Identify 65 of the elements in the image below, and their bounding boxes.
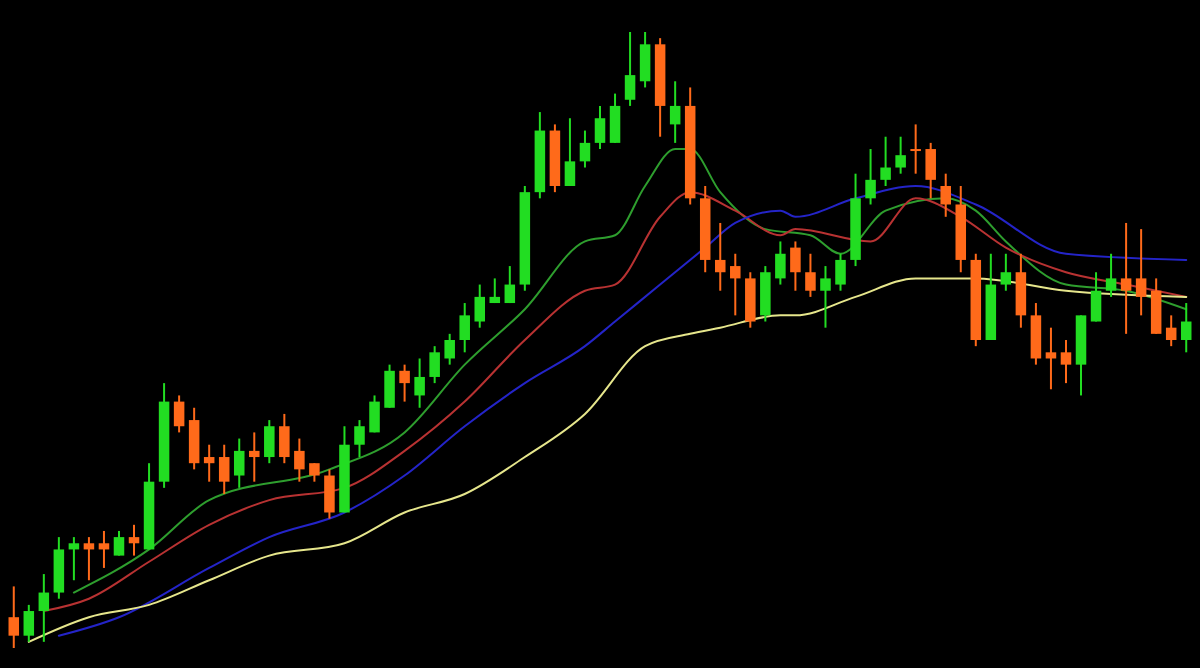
candlestick: [38, 573, 50, 643]
candlestick: [940, 172, 951, 218]
candlestick: [414, 357, 425, 409]
candlestick: [730, 252, 741, 317]
candlestick: [1165, 314, 1177, 348]
candlestick: [609, 92, 621, 144]
candlestick: [579, 129, 591, 169]
candlestick: [760, 265, 771, 323]
candlestick: [23, 603, 35, 643]
candlestick: [1150, 277, 1162, 335]
candlestick: [1120, 221, 1132, 335]
candlestick: [294, 437, 305, 483]
candlestick: [218, 443, 230, 495]
candlestick: [895, 135, 906, 175]
candlestick: [1030, 302, 1042, 366]
candlestick: [1090, 271, 1102, 323]
candlestick: [309, 462, 320, 483]
candlestick: [835, 252, 846, 292]
candlestick: [820, 265, 831, 329]
candlestick: [83, 536, 95, 582]
candlestick: [128, 523, 140, 557]
candlestick: [639, 31, 651, 89]
candlestick: [805, 252, 816, 298]
candlestick: [324, 468, 335, 520]
candlestick: [1060, 339, 1072, 385]
candlestick: [203, 443, 215, 483]
candlestick: [489, 277, 501, 305]
candlestick: [369, 394, 380, 434]
candlestick: [68, 536, 80, 582]
candlestick: [188, 406, 200, 471]
candlestick: [474, 283, 486, 329]
candlestick: [775, 240, 786, 286]
candlestick: [925, 141, 936, 200]
candlestick: [910, 123, 921, 175]
candlestick: [459, 302, 470, 354]
candlestick: [399, 363, 410, 403]
candlestick: [429, 345, 440, 385]
candlestick: [233, 437, 245, 489]
candlestick: [880, 135, 891, 187]
candlestick: [354, 419, 365, 459]
candlestick: [279, 412, 290, 465]
candlestick: [444, 332, 455, 366]
candlestick: [865, 148, 876, 206]
candlestick: [745, 271, 756, 329]
candlestick: [1045, 326, 1057, 391]
candlestick: [8, 585, 20, 649]
candlestick: [113, 529, 125, 557]
candlestick: [1015, 252, 1027, 329]
candlestick: [1105, 252, 1117, 298]
candlestick: [53, 536, 65, 600]
candlestick: [504, 265, 516, 305]
candlestick: [98, 529, 110, 569]
candlestick: [249, 431, 260, 483]
candlestick: [1180, 302, 1192, 354]
candlestick: [1000, 252, 1012, 292]
candlestick: [173, 394, 185, 434]
candlestick: [790, 240, 801, 292]
candlestick: [714, 221, 726, 292]
candlestick: [594, 104, 606, 151]
candlestick: [564, 117, 576, 187]
candlestick: [624, 31, 636, 107]
candlestick: [669, 80, 681, 144]
candlestick: [1135, 228, 1147, 317]
candlestick: [384, 363, 395, 409]
candlestick: [264, 419, 275, 465]
